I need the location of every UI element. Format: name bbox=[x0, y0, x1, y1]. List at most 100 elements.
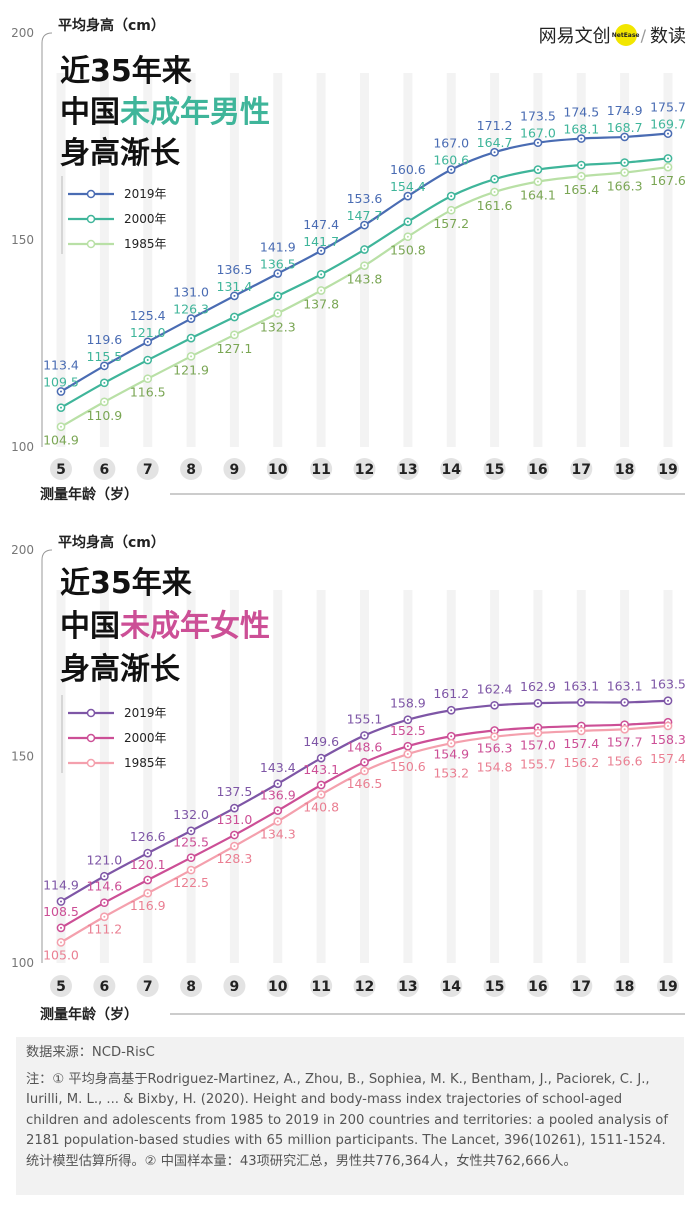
x-tick-label: 16 bbox=[528, 462, 547, 478]
data-point-center bbox=[536, 168, 539, 171]
data-point-center bbox=[190, 829, 193, 832]
footnote-panel: 数据来源：NCD-RisC 注：① 平均身高基于Rodriguez-Martin… bbox=[16, 1037, 684, 1195]
x-tick-label: 17 bbox=[572, 462, 591, 478]
x-tick-label: 12 bbox=[355, 462, 374, 478]
x-tick-label: 10 bbox=[268, 979, 288, 995]
data-point-center bbox=[190, 869, 193, 872]
data-label: 163.1 bbox=[607, 678, 643, 693]
data-label: 137.5 bbox=[217, 784, 253, 799]
data-point-center bbox=[276, 294, 279, 297]
data-point-center bbox=[623, 171, 626, 174]
data-label: 116.9 bbox=[130, 898, 166, 913]
data-label: 140.8 bbox=[303, 799, 339, 814]
data-point-center bbox=[406, 753, 409, 756]
x-tick-label: 16 bbox=[528, 979, 547, 995]
data-label: 174.5 bbox=[563, 105, 599, 120]
data-label: 165.4 bbox=[563, 182, 599, 197]
data-label: 156.6 bbox=[607, 754, 643, 769]
x-tick-label: 9 bbox=[230, 979, 240, 995]
data-point-center bbox=[233, 833, 236, 836]
data-point-center bbox=[406, 718, 409, 721]
data-label: 168.7 bbox=[607, 120, 643, 135]
data-point-center bbox=[580, 701, 583, 704]
data-label: 174.9 bbox=[607, 103, 643, 118]
x-tick-bg bbox=[440, 458, 463, 480]
data-source: 数据来源：NCD-RisC bbox=[26, 1045, 155, 1060]
data-label: 153.6 bbox=[347, 191, 383, 206]
data-label: 122.5 bbox=[173, 875, 209, 890]
x-tick-bg bbox=[136, 975, 159, 997]
data-point-center bbox=[667, 132, 669, 135]
data-point-center bbox=[276, 820, 279, 823]
x-tick-label: 13 bbox=[398, 979, 417, 995]
data-label: 153.2 bbox=[433, 765, 469, 780]
y-axis-label: 平均身高（cm） bbox=[58, 534, 165, 551]
x-tick-label: 8 bbox=[186, 462, 196, 478]
data-point-center bbox=[320, 273, 323, 276]
x-tick-label: 6 bbox=[99, 462, 109, 478]
data-point-center bbox=[363, 769, 366, 772]
data-label: 113.4 bbox=[43, 358, 79, 373]
legend-label: 2000年 bbox=[124, 731, 167, 745]
data-label: 111.2 bbox=[86, 922, 122, 937]
data-point-center bbox=[363, 264, 366, 267]
data-label: 116.5 bbox=[130, 385, 166, 400]
data-label: 163.5 bbox=[650, 677, 686, 692]
data-label: 157.4 bbox=[563, 736, 599, 751]
data-point-center bbox=[146, 852, 149, 855]
x-tick-label: 7 bbox=[143, 979, 153, 995]
legend-label: 2000年 bbox=[124, 212, 167, 226]
data-label: 160.6 bbox=[390, 162, 426, 177]
legend-marker bbox=[86, 189, 96, 199]
data-point-center bbox=[493, 190, 496, 193]
x-tick-bg bbox=[613, 458, 636, 480]
data-label: 109.5 bbox=[43, 375, 79, 390]
legend-label: 2019年 bbox=[124, 187, 167, 201]
x-tick-bg bbox=[50, 458, 72, 480]
data-point-center bbox=[320, 783, 323, 786]
data-label: 175.7 bbox=[650, 100, 686, 115]
x-tick-bg bbox=[483, 975, 506, 997]
data-point-center bbox=[406, 195, 409, 198]
data-label: 119.6 bbox=[86, 332, 122, 347]
data-point-center bbox=[320, 289, 323, 292]
data-label: 120.1 bbox=[130, 857, 166, 872]
data-point-center bbox=[363, 224, 366, 227]
x-tick-label: 19 bbox=[658, 979, 677, 995]
data-label: 127.1 bbox=[217, 341, 253, 356]
data-point-center bbox=[623, 701, 626, 704]
data-label: 169.7 bbox=[650, 117, 686, 132]
data-label: 173.5 bbox=[520, 109, 556, 124]
legend-marker bbox=[86, 733, 96, 743]
data-label: 164.7 bbox=[477, 135, 513, 150]
data-label: 148.6 bbox=[347, 739, 383, 754]
x-tick-bg bbox=[223, 458, 246, 480]
x-tick-bg bbox=[526, 975, 549, 997]
data-point-center bbox=[667, 157, 669, 160]
data-label: 121.0 bbox=[86, 852, 122, 867]
x-tick-bg bbox=[93, 458, 116, 480]
data-label: 152.5 bbox=[390, 723, 426, 738]
data-point-center bbox=[406, 745, 409, 748]
data-point-center bbox=[580, 724, 583, 727]
data-point-center bbox=[450, 742, 453, 745]
data-label: 155.7 bbox=[520, 757, 556, 772]
brand-logo: 网易文创 NetEase / 数读 bbox=[539, 22, 686, 48]
data-point-center bbox=[536, 702, 539, 705]
x-tick-label: 8 bbox=[186, 979, 196, 995]
data-point-center bbox=[320, 249, 323, 252]
x-tick-bg bbox=[657, 975, 679, 997]
data-point-center bbox=[60, 900, 62, 903]
chart-title-line3: 身高渐长 bbox=[60, 136, 180, 171]
legend-label: 2019年 bbox=[124, 706, 167, 720]
x-tick-bg bbox=[657, 458, 679, 480]
data-point-center bbox=[493, 151, 496, 154]
data-label: 132.3 bbox=[260, 319, 296, 334]
legend-marker bbox=[86, 239, 96, 249]
data-label: 157.7 bbox=[607, 735, 643, 750]
legend-label: 1985年 bbox=[124, 237, 167, 251]
data-label: 156.2 bbox=[563, 755, 599, 770]
data-label: 149.6 bbox=[303, 734, 339, 749]
data-label: 125.4 bbox=[130, 308, 166, 323]
data-label: 141.9 bbox=[260, 240, 296, 255]
